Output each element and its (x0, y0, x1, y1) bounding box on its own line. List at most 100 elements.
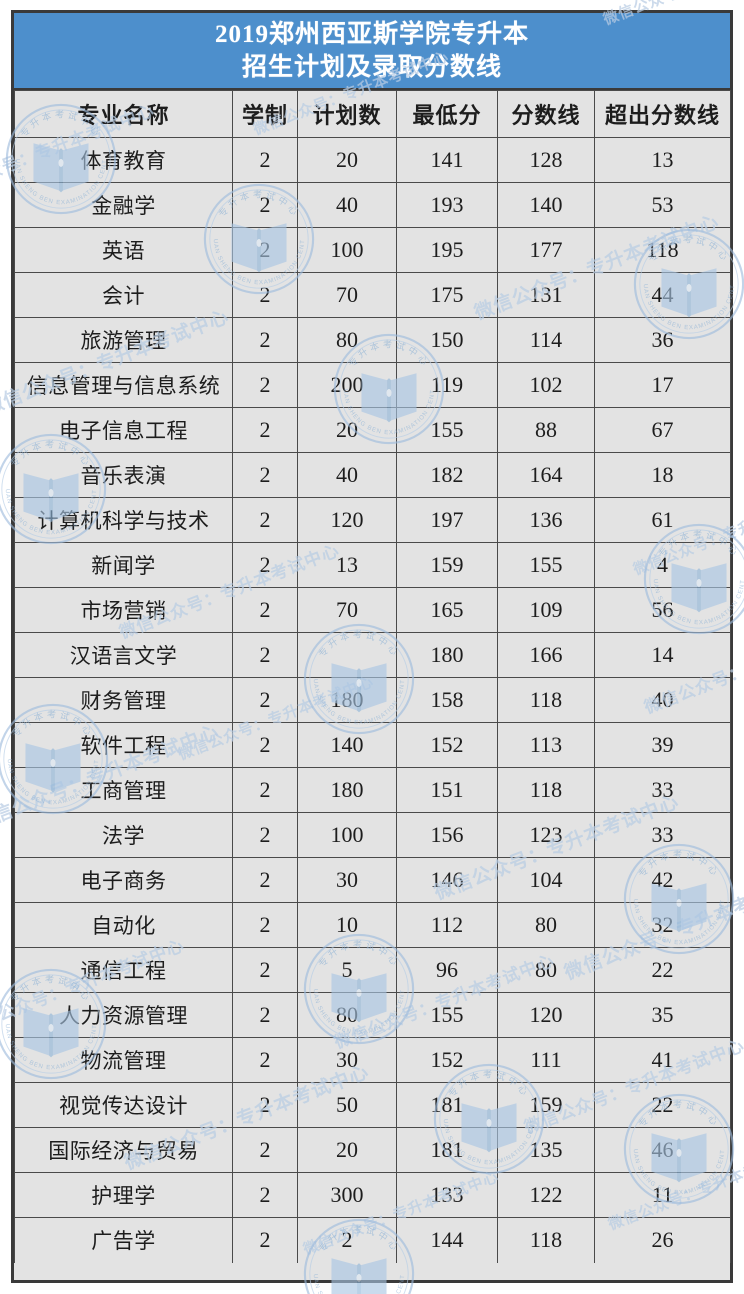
score-table-card: 2019郑州西亚斯学院专升本 招生计划及录取分数线 专业名称 学制 计划数 最低… (11, 10, 733, 1283)
cell-major: 体育教育 (14, 137, 233, 183)
cell-over-score: 41 (594, 1037, 731, 1083)
page-title-line-2: 招生计划及录取分数线 (241, 53, 502, 81)
table-row: 自动化 2 10 112 80 32 (14, 902, 731, 948)
cell-major: 法学 (14, 812, 233, 858)
cell-over-score: 33 (594, 767, 731, 813)
cell-major: 计算机科学与技术 (14, 497, 233, 543)
cell-plan: 50 (297, 1082, 397, 1128)
cell-major: 工商管理 (14, 767, 233, 813)
cell-major: 软件工程 (14, 722, 233, 768)
cell-min-score: 150 (396, 317, 498, 363)
cell-min-score: 175 (396, 272, 498, 318)
cell-cut-score: 118 (497, 767, 595, 813)
cell-plan: 20 (297, 1127, 397, 1173)
cell-min-score: 146 (396, 857, 498, 903)
cell-min-score: 159 (396, 542, 498, 588)
table-header: 专业名称 学制 计划数 最低分 分数线 超出分数线 (14, 90, 731, 138)
col-header-min-score: 最低分 (396, 90, 498, 138)
cell-plan: 30 (297, 857, 397, 903)
cell-cut-score: 80 (497, 902, 595, 948)
cell-over-score: 4 (594, 542, 731, 588)
cell-major: 广告学 (14, 1217, 233, 1263)
cell-cut-score: 135 (497, 1127, 595, 1173)
cell-min-score: 151 (396, 767, 498, 813)
cell-cut-score: 122 (497, 1172, 595, 1218)
table-body: 体育教育 2 20 141 128 13 金融学 2 40 193 140 53 英语 2 100 195 17… (14, 137, 731, 1263)
cell-cut-score: 113 (497, 722, 595, 768)
table-row: 电子信息工程 2 20 155 88 67 (14, 407, 731, 453)
table-row: 护理学 2 300 133 122 11 (14, 1172, 731, 1218)
cell-major: 英语 (14, 227, 233, 273)
col-header-major: 专业名称 (14, 90, 233, 138)
cell-major: 新闻学 (14, 542, 233, 588)
cell-over-score: 36 (594, 317, 731, 363)
cell-years: 2 (232, 767, 298, 813)
cell-plan: 70 (297, 587, 397, 633)
cell-years: 2 (232, 902, 298, 948)
cell-cut-score: 102 (497, 362, 595, 408)
cell-over-score: 61 (594, 497, 731, 543)
cell-cut-score: 123 (497, 812, 595, 858)
table-row: 旅游管理 2 80 150 114 36 (14, 317, 731, 363)
title-banner: 2019郑州西亚斯学院专升本 招生计划及录取分数线 (14, 13, 730, 90)
cell-major: 旅游管理 (14, 317, 233, 363)
cell-cut-score: 131 (497, 272, 595, 318)
cell-plan: 100 (297, 812, 397, 858)
cell-min-score: 155 (396, 992, 498, 1038)
cell-min-score: 112 (396, 902, 498, 948)
cell-years: 2 (232, 632, 298, 678)
cell-plan: 80 (297, 317, 397, 363)
cell-min-score: 152 (396, 1037, 498, 1083)
cell-min-score: 152 (396, 722, 498, 768)
cell-min-score: 197 (396, 497, 498, 543)
cell-plan: 80 (297, 992, 397, 1038)
cell-over-score: 33 (594, 812, 731, 858)
cell-min-score: 165 (396, 587, 498, 633)
cell-over-score: 39 (594, 722, 731, 768)
cell-min-score: 133 (396, 1172, 498, 1218)
cell-major: 金融学 (14, 182, 233, 228)
cell-years: 2 (232, 947, 298, 993)
col-header-years: 学制 (232, 90, 298, 138)
cell-min-score: 156 (396, 812, 498, 858)
cell-years: 2 (232, 497, 298, 543)
cell-plan: 13 (297, 542, 397, 588)
cell-major: 国际经济与贸易 (14, 1127, 233, 1173)
cell-min-score: 119 (396, 362, 498, 408)
table-row: 人力资源管理 2 80 155 120 35 (14, 992, 731, 1038)
cell-cut-score: 140 (497, 182, 595, 228)
cell-over-score: 22 (594, 1082, 731, 1128)
cell-min-score: 181 (396, 1082, 498, 1128)
cell-min-score: 181 (396, 1127, 498, 1173)
table-row: 计算机科学与技术 2 120 197 136 61 (14, 497, 731, 543)
cell-cut-score: 136 (497, 497, 595, 543)
cell-cut-score: 80 (497, 947, 595, 993)
table-row: 国际经济与贸易 2 20 181 135 46 (14, 1127, 731, 1173)
cell-years: 2 (232, 317, 298, 363)
cell-over-score: 67 (594, 407, 731, 453)
col-header-cut-score: 分数线 (497, 90, 595, 138)
cell-years: 2 (232, 857, 298, 903)
cell-years: 2 (232, 452, 298, 498)
cell-min-score: 193 (396, 182, 498, 228)
cell-over-score: 11 (594, 1172, 731, 1218)
table-row: 软件工程 2 140 152 113 39 (14, 722, 731, 768)
cell-years: 2 (232, 1127, 298, 1173)
table-row: 财务管理 2 180 158 118 40 (14, 677, 731, 723)
col-header-over-score: 超出分数线 (594, 90, 731, 138)
cell-years: 2 (232, 272, 298, 318)
cell-over-score: 46 (594, 1127, 731, 1173)
cell-cut-score: 118 (497, 677, 595, 723)
cell-major: 物流管理 (14, 1037, 233, 1083)
cell-min-score: 158 (396, 677, 498, 723)
cell-major: 护理学 (14, 1172, 233, 1218)
cell-major: 音乐表演 (14, 452, 233, 498)
cell-min-score: 144 (396, 1217, 498, 1263)
cell-min-score: 182 (396, 452, 498, 498)
cell-plan: 100 (297, 227, 397, 273)
cell-years: 2 (232, 1217, 298, 1263)
cell-cut-score: 88 (497, 407, 595, 453)
cell-over-score: 18 (594, 452, 731, 498)
cell-cut-score: 164 (497, 452, 595, 498)
cell-over-score: 32 (594, 902, 731, 948)
